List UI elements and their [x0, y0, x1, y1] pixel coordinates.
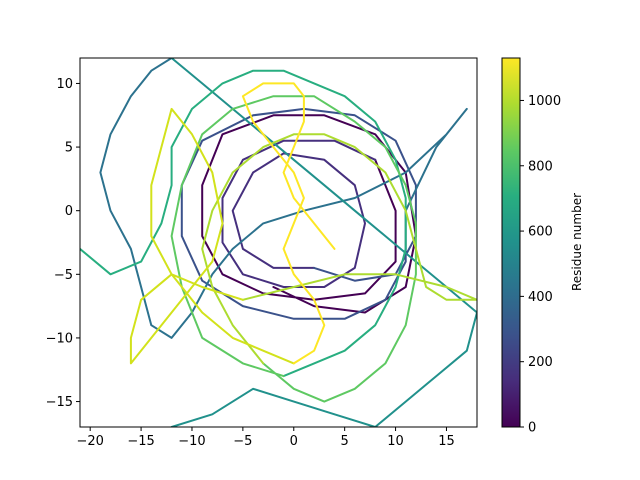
x-tick-label: −10 [178, 434, 205, 449]
x-tick-label: −15 [127, 434, 154, 449]
plot-frame [79, 57, 478, 428]
y-tick-label: −10 [46, 331, 73, 346]
y-tick-label: 0 [65, 204, 73, 219]
y-axis: −15 −10 −5 0 5 10 [46, 77, 80, 410]
colorbar-tick-label: 200 [528, 355, 553, 370]
x-tick-label: 10 [387, 434, 404, 449]
x-tick-label: −5 [233, 434, 252, 449]
y-tick-label: −5 [54, 268, 73, 283]
colorbar-tick-label: 0 [528, 421, 536, 436]
chain-segment-7 [170, 95, 417, 403]
chain-segment-6 [80, 69, 407, 378]
y-tick-label: −15 [46, 395, 73, 410]
series-layer [80, 58, 477, 427]
x-tick-label: 0 [290, 434, 298, 449]
colorbar-tick-label: 400 [528, 290, 553, 305]
x-tick-label: 15 [438, 434, 455, 449]
colorbar [501, 57, 521, 428]
colorbar-label: Residue number [570, 193, 584, 291]
chain-segment-10 [241, 82, 336, 365]
plot-background [80, 58, 477, 427]
x-axis: −20 −15 −10 −5 0 5 10 15 [76, 427, 455, 449]
chain-segment-8 [201, 133, 477, 365]
x-tick-label: −20 [76, 434, 103, 449]
x-tick-label: 5 [341, 434, 349, 449]
y-tick-label: 10 [56, 77, 73, 92]
chain-segment-2 [221, 139, 377, 288]
colorbar-axis: 0 200 400 600 800 1000 [520, 94, 561, 436]
colorbar-tick-label: 600 [528, 225, 553, 240]
chain-segment-1 [201, 114, 417, 314]
chain-segment-9 [129, 107, 295, 365]
colorbar-tick-label: 800 [528, 159, 553, 174]
colorbar-tick-label: 1000 [528, 94, 561, 109]
y-tick-label: 5 [65, 141, 73, 156]
